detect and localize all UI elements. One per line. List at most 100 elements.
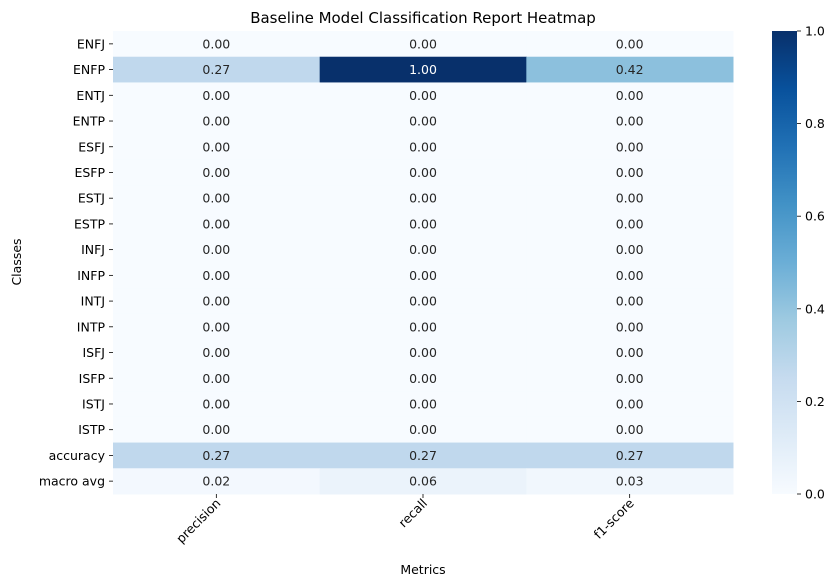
cell-value-label: 0.00 <box>616 88 644 103</box>
heatmap-cell <box>319 31 527 58</box>
heatmap-cell <box>526 339 734 366</box>
y-tick-labels: ENFJ ENFP ENTJ ENTP ESFJ ESFP ESTJ ESTP INFJ INFP… <box>39 36 113 489</box>
cell-value-label: 0.27 <box>616 448 644 463</box>
cell-value-label: 0.00 <box>202 88 230 103</box>
heatmap-cell <box>526 31 734 58</box>
cell-value-label: 0.00 <box>409 36 437 51</box>
cell-value-label: 0.03 <box>616 474 644 489</box>
cell-value-label: 0.00 <box>409 191 437 206</box>
x-tick-labels: precision recall f1-score <box>173 494 637 546</box>
heatmap-cell <box>319 339 527 366</box>
heatmap-cell <box>526 211 734 238</box>
cell-value-label: 0.27 <box>202 448 230 463</box>
y-tick-label: ESTJ <box>78 191 105 206</box>
cell-value-label: 0.00 <box>202 319 230 334</box>
cell-value-label: 0.27 <box>202 62 230 77</box>
heatmap-cell <box>526 82 734 109</box>
heatmap-cell <box>319 313 527 341</box>
heatmap-cell <box>526 391 734 418</box>
y-tick-label: ISFJ <box>83 345 106 360</box>
cell-value-label: 0.00 <box>409 396 437 411</box>
heatmap-cell <box>319 442 527 469</box>
colorbar-gradient <box>772 31 797 494</box>
heatmap-cell <box>113 108 321 135</box>
cell-value-label: 0.00 <box>409 165 437 180</box>
heatmap-cells: 0.00 0.00 0.00 0.27 1.00 0.42 0.00 0.00 0.00 0.00… <box>113 31 734 495</box>
y-tick-label: ESFJ <box>78 139 105 154</box>
x-tick-label: recall <box>395 496 430 531</box>
heatmap-cell <box>526 133 734 161</box>
cell-value-label: 0.00 <box>616 268 644 283</box>
colorbar: 0.0 0.2 0.4 0.6 0.8 1.0 <box>772 24 825 502</box>
colorbar-tick-label: 0.2 <box>805 394 825 409</box>
heatmap-cell <box>526 236 734 263</box>
cell-value-label: 0.00 <box>409 139 437 154</box>
heatmap-cell <box>526 108 734 135</box>
heatmap-cell <box>319 159 527 186</box>
cell-value-label: 0.00 <box>616 216 644 231</box>
heatmap-cell <box>113 262 321 289</box>
cell-value-label: 0.00 <box>202 371 230 386</box>
cell-value-label: 0.27 <box>409 448 437 463</box>
cell-value-label: 0.00 <box>409 319 437 334</box>
cell-value-label: 0.00 <box>202 294 230 309</box>
cell-value-label: 0.00 <box>202 191 230 206</box>
cell-value-label: 0.00 <box>409 422 437 437</box>
y-tick-label: ESFP <box>74 165 105 180</box>
cell-value-label: 0.00 <box>202 422 230 437</box>
y-tick-label: ENFP <box>73 62 105 77</box>
heatmap-cell <box>113 159 321 186</box>
heatmap-cell <box>526 313 734 341</box>
cell-value-label: 0.42 <box>616 62 644 77</box>
heatmap-cell <box>526 442 734 469</box>
y-tick-label: INFJ <box>81 242 105 257</box>
heatmap-cell <box>113 211 321 238</box>
cell-value-label: 0.00 <box>409 371 437 386</box>
y-tick-label: ISTP <box>78 422 105 437</box>
heatmap-cell <box>319 185 527 212</box>
heatmap-cell <box>319 236 527 263</box>
heatmap-cell <box>526 288 734 315</box>
cell-value-label: 0.00 <box>616 114 644 129</box>
cell-value-label: 0.00 <box>202 345 230 360</box>
x-tick-label: f1-score <box>591 495 638 542</box>
heatmap-cell <box>113 185 321 212</box>
heatmap-cell <box>319 365 527 392</box>
y-tick-label: accuracy <box>49 448 106 463</box>
heatmap-cell <box>113 31 321 58</box>
cell-value-label: 0.00 <box>202 216 230 231</box>
heatmap-cell <box>319 211 527 238</box>
colorbar-tick-label: 0.6 <box>805 209 825 224</box>
heatmap-cell <box>319 416 527 444</box>
heatmap-cell <box>319 391 527 418</box>
y-tick-label: INTP <box>77 319 106 334</box>
cell-value-label: 0.00 <box>202 268 230 283</box>
heatmap-cell <box>526 56 734 83</box>
cell-value-label: 0.00 <box>616 371 644 386</box>
chart-title: Baseline Model Classification Report Hea… <box>250 9 596 27</box>
heatmap-cell <box>113 442 321 469</box>
heatmap-cell <box>113 288 321 315</box>
heatmap-cell <box>113 391 321 418</box>
heatmap-cell <box>113 468 321 495</box>
cell-value-label: 0.00 <box>409 268 437 283</box>
y-tick-label: ESTP <box>74 216 105 231</box>
cell-value-label: 0.00 <box>202 165 230 180</box>
cell-value-label: 0.00 <box>616 242 644 257</box>
heatmap-cell <box>113 56 321 83</box>
cell-value-label: 0.00 <box>616 345 644 360</box>
heatmap-cell <box>319 262 527 289</box>
heatmap-cell <box>526 159 734 186</box>
heatmap-cell <box>113 82 321 109</box>
cell-value-label: 0.00 <box>202 139 230 154</box>
heatmap-cell <box>113 313 321 341</box>
cell-value-label: 0.00 <box>409 216 437 231</box>
cell-value-label: 0.00 <box>409 88 437 103</box>
cell-value-label: 0.00 <box>616 422 644 437</box>
heatmap-cell <box>526 262 734 289</box>
cell-value-label: 0.00 <box>616 191 644 206</box>
heatmap-cell <box>113 133 321 161</box>
y-tick-label: ISFP <box>79 371 106 386</box>
cell-value-label: 0.00 <box>616 36 644 51</box>
